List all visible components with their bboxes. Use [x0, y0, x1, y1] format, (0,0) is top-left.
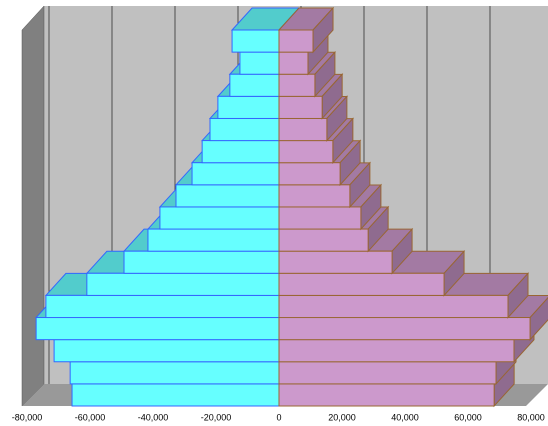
bar — [278, 294, 509, 319]
bar — [71, 383, 280, 407]
x-tick-label: 80,000 — [517, 412, 545, 422]
bar — [123, 250, 280, 274]
bar — [278, 140, 334, 164]
side-wall — [21, 5, 45, 407]
bar — [69, 361, 280, 385]
bar — [278, 29, 314, 53]
x-tick-label: 0 — [276, 412, 281, 422]
bar — [231, 29, 280, 53]
bar — [278, 339, 515, 363]
bar — [278, 317, 531, 341]
bar — [35, 317, 280, 341]
bar — [209, 117, 280, 142]
x-tick-label: -20,000 — [201, 412, 232, 422]
bar — [278, 51, 309, 75]
bar — [191, 162, 280, 186]
x-tick-label: 40,000 — [391, 412, 419, 422]
bar — [278, 206, 362, 230]
axis-labels: -80,000 -60,000 -40,000 -20,000 0 20,000 40,00… — [12, 412, 545, 422]
bar — [278, 272, 445, 296]
bar — [86, 272, 280, 296]
bar — [229, 73, 280, 97]
bar — [175, 184, 280, 208]
bar — [147, 228, 280, 252]
bar — [278, 184, 351, 208]
bar — [278, 383, 495, 407]
bar — [278, 73, 316, 97]
bar — [45, 294, 280, 319]
bar — [278, 95, 323, 119]
bars — [35, 6, 548, 408]
x-tick-label: -60,000 — [75, 412, 106, 422]
bar — [201, 140, 280, 164]
x-tick-label: -80,000 — [12, 412, 43, 422]
bar — [278, 162, 341, 186]
bar — [278, 361, 497, 385]
bar — [159, 206, 280, 230]
bar — [217, 95, 280, 119]
x-tick-label: 20,000 — [328, 412, 356, 422]
bar — [53, 339, 280, 363]
bar — [278, 250, 393, 274]
x-tick-label: -40,000 — [138, 412, 169, 422]
x-tick-label: 60,000 — [454, 412, 482, 422]
bar — [278, 117, 328, 142]
bar — [278, 228, 369, 252]
bar — [239, 51, 280, 75]
